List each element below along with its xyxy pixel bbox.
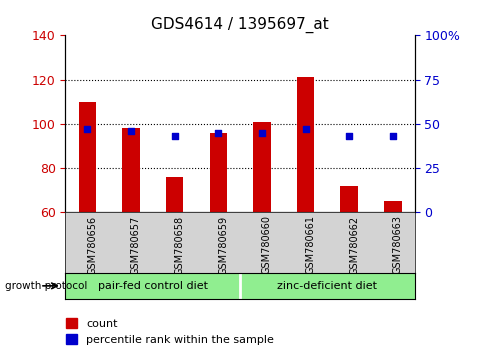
Text: GSM780661: GSM780661 (305, 215, 315, 274)
Bar (296, 78, 314, 212)
Text: GSM780662: GSM780662 (348, 215, 359, 275)
Text: GSM780660: GSM780660 (261, 215, 272, 274)
Point (257, 130, 265, 136)
Text: zinc-deficient diet: zinc-deficient diet (277, 281, 377, 291)
Point (345, 133, 352, 139)
Text: GSM780659: GSM780659 (218, 215, 228, 275)
Text: GSM780656: GSM780656 (87, 215, 97, 275)
Point (170, 133, 178, 139)
Text: growth protocol: growth protocol (5, 281, 87, 291)
Text: pair-fed control diet: pair-fed control diet (98, 281, 207, 291)
Point (388, 133, 396, 139)
Text: GSM780657: GSM780657 (131, 215, 141, 275)
Bar (383, 201, 401, 212)
Point (83, 126, 91, 132)
Text: GSM780658: GSM780658 (174, 215, 184, 275)
Point (301, 126, 309, 132)
Point (214, 130, 222, 136)
Bar (122, 128, 139, 212)
Point (127, 128, 135, 134)
Bar (209, 133, 227, 212)
Bar (340, 186, 357, 212)
Bar (78, 102, 96, 212)
Bar (166, 177, 183, 212)
Bar (253, 122, 270, 212)
Legend: count, percentile rank within the sample: count, percentile rank within the sample (66, 319, 273, 345)
Title: GDS4614 / 1395697_at: GDS4614 / 1395697_at (151, 16, 328, 33)
Text: GSM780663: GSM780663 (392, 215, 402, 274)
